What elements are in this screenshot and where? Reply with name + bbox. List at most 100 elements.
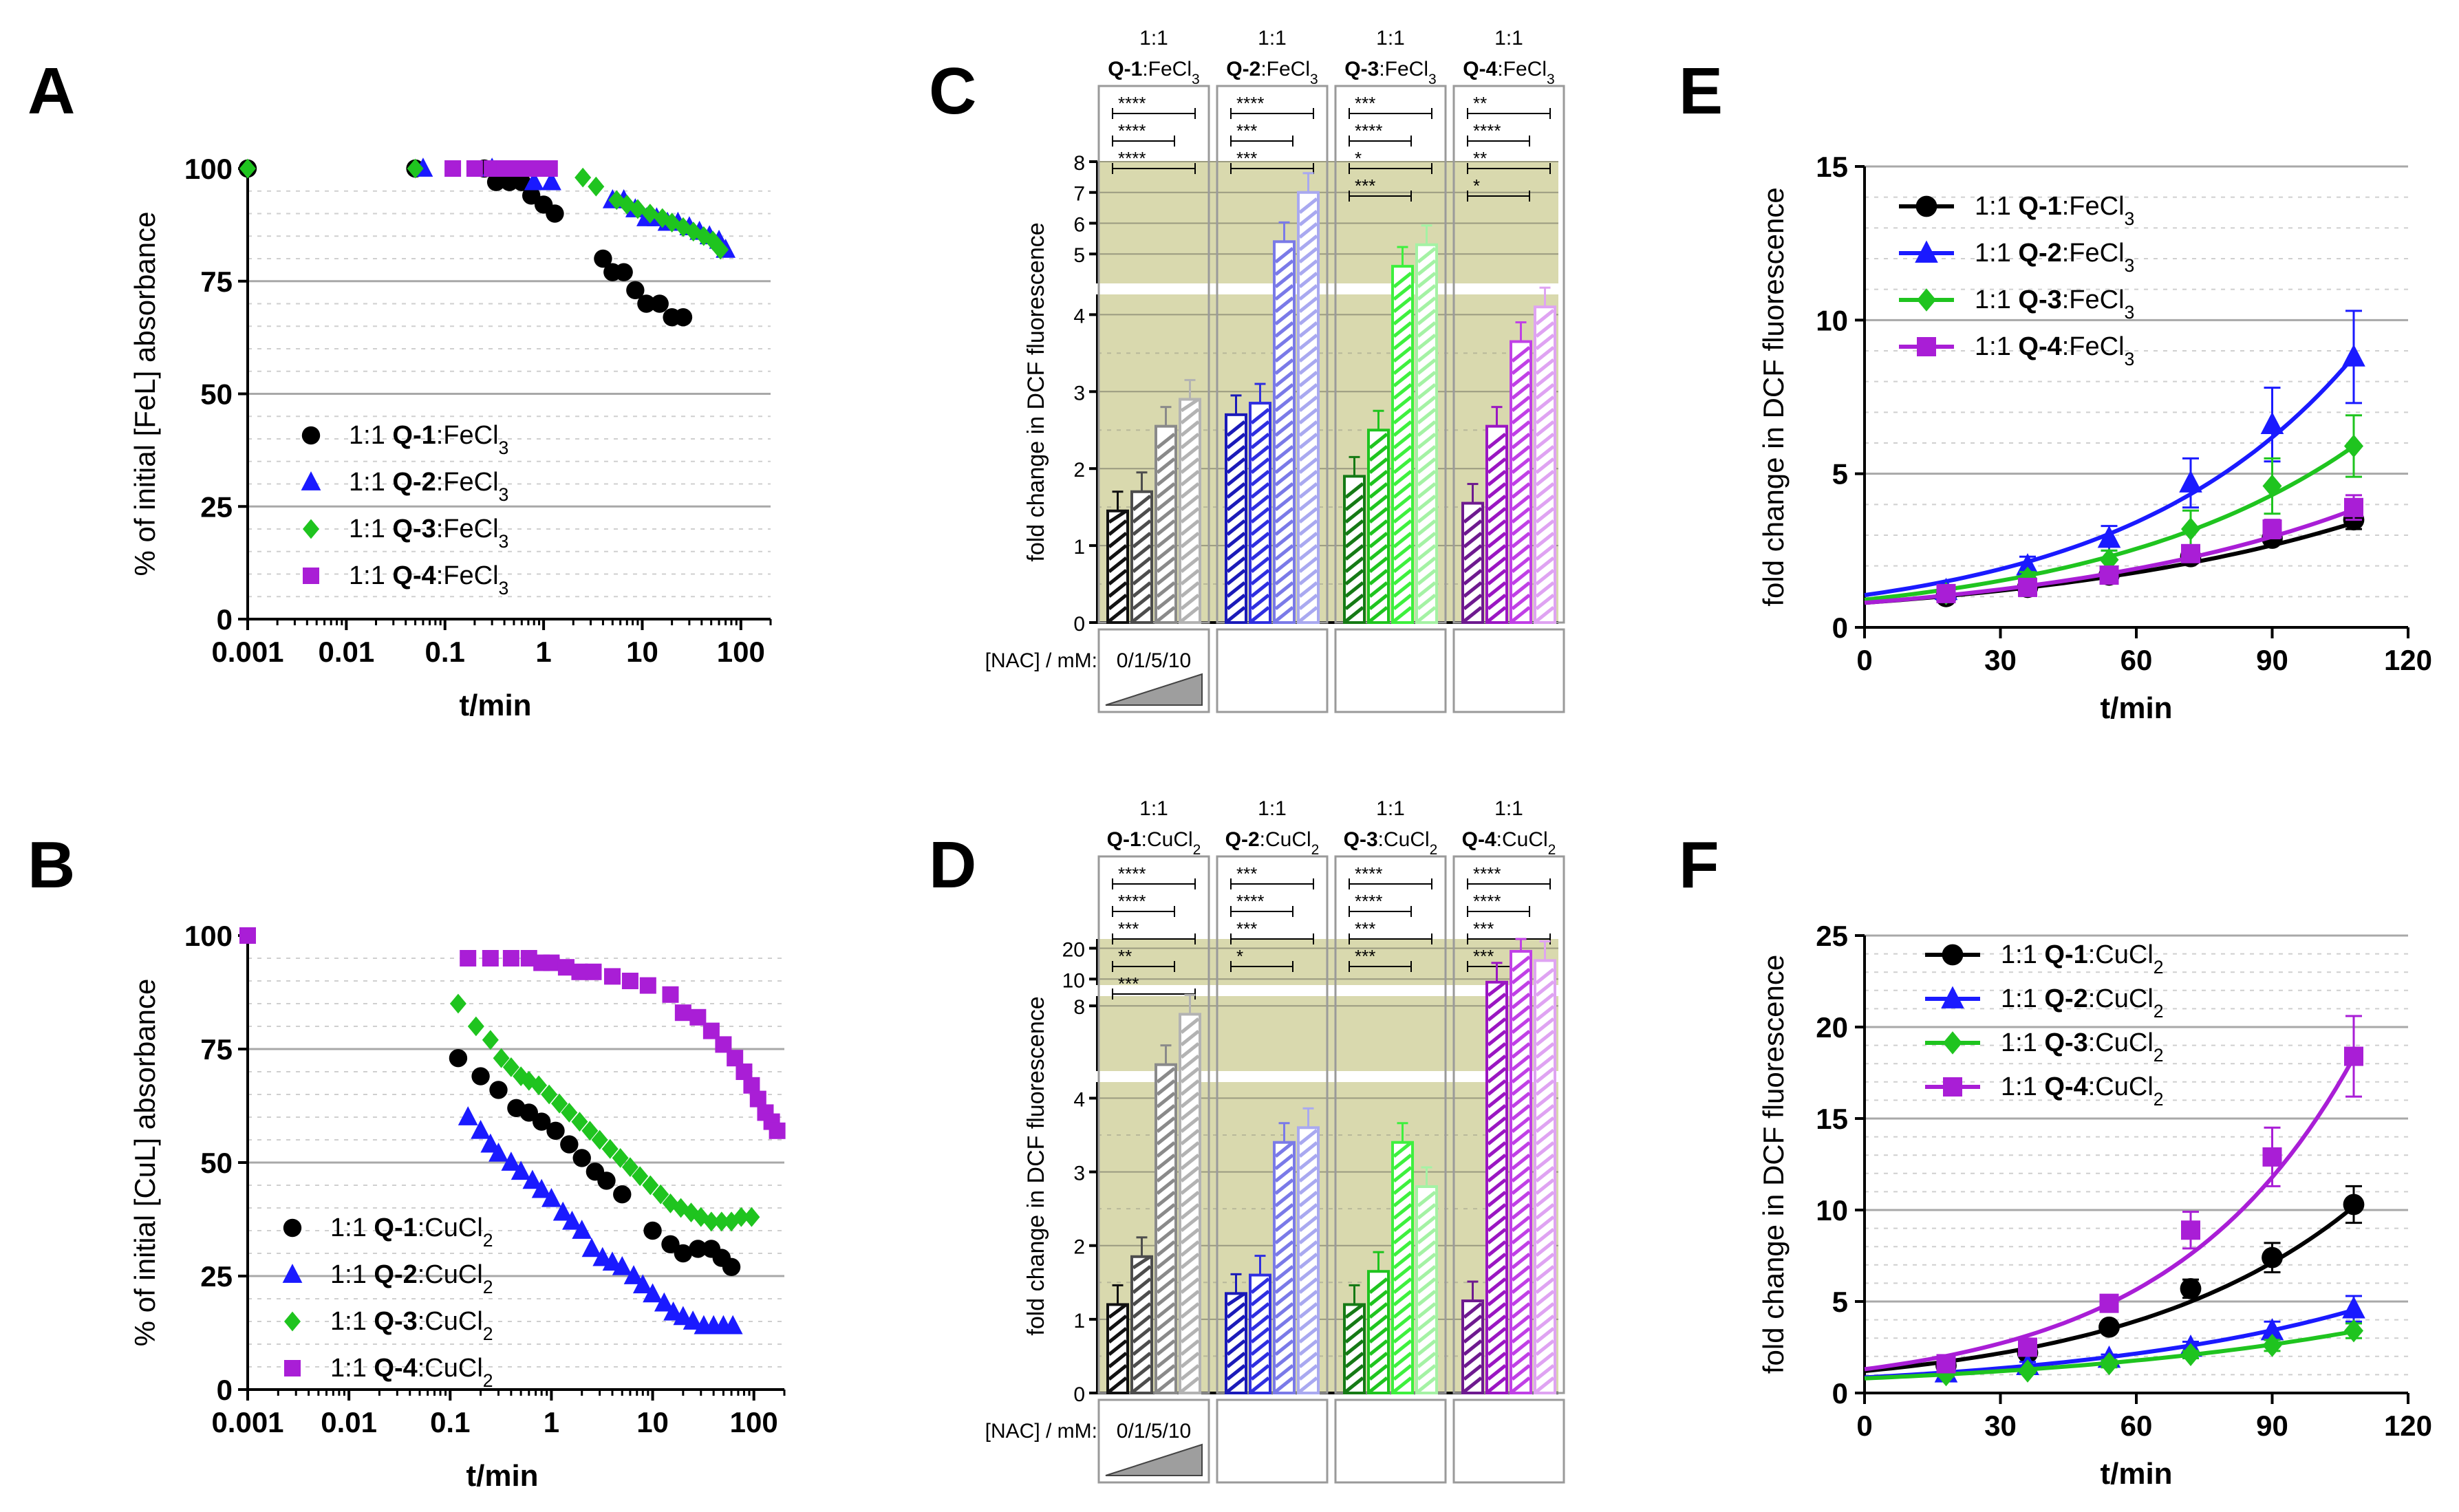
bar-hatch bbox=[1108, 1315, 1128, 1331]
legend-marker bbox=[301, 471, 321, 490]
bar-hatch bbox=[1274, 1290, 1294, 1306]
bar-hatch bbox=[1274, 1265, 1294, 1282]
bar-hatch bbox=[1511, 532, 1531, 548]
bar-hatch bbox=[1368, 1327, 1388, 1343]
bar-hatch bbox=[1132, 1315, 1152, 1331]
bar-hatch bbox=[1511, 1203, 1531, 1220]
legend-prefix: 1:1 bbox=[1975, 332, 2018, 361]
bar-hatch bbox=[1298, 594, 1318, 610]
bar-hatch bbox=[1463, 1315, 1483, 1331]
bar-hatch bbox=[1298, 321, 1318, 338]
bar-hatch bbox=[1344, 594, 1364, 610]
bar-hatch bbox=[1298, 408, 1318, 424]
bar-hatch bbox=[1368, 445, 1388, 462]
bar-hatch bbox=[1156, 470, 1176, 486]
bar-hatch bbox=[1368, 482, 1388, 499]
y-tick-label: 1 bbox=[1073, 536, 1085, 559]
legend-marker bbox=[1917, 337, 1936, 356]
bar-hatch bbox=[1417, 358, 1437, 375]
bar-hatch bbox=[1511, 1017, 1531, 1034]
bar-hatch bbox=[1156, 581, 1176, 598]
bar-hatch bbox=[1108, 1352, 1128, 1368]
significance-label: *** bbox=[1473, 918, 1494, 939]
bar-hatch bbox=[1535, 594, 1555, 610]
data-point bbox=[471, 1119, 491, 1139]
bar-hatch bbox=[1463, 544, 1483, 561]
bar-hatch bbox=[1393, 396, 1413, 412]
x-tick-label: 0 bbox=[1856, 1410, 1872, 1442]
y-tick-label: 75 bbox=[200, 266, 233, 298]
bar-hatch bbox=[1344, 482, 1364, 499]
bar-hatch bbox=[1156, 1240, 1176, 1257]
bar-hatch bbox=[1298, 296, 1318, 313]
bar-hatch bbox=[1298, 445, 1318, 462]
bar-hatch bbox=[1250, 507, 1270, 523]
bar-hatch bbox=[1344, 557, 1364, 573]
bar-hatch bbox=[1226, 519, 1246, 536]
nac-axis-label: [NAC] / mM: bbox=[985, 1420, 1097, 1443]
legend-prefix: 1:1 bbox=[349, 421, 392, 450]
bar-hatch bbox=[1535, 1376, 1555, 1393]
data-point bbox=[632, 1274, 653, 1294]
bar-hatch bbox=[1535, 495, 1555, 511]
data-point bbox=[632, 1166, 649, 1187]
y-tick-label: 0 bbox=[1073, 1383, 1085, 1406]
nac-gradient-wedge bbox=[1105, 673, 1203, 706]
bar-hatch bbox=[1180, 1327, 1200, 1343]
bar-hatch bbox=[1393, 1154, 1413, 1170]
bar-hatch bbox=[1298, 1240, 1318, 1257]
bar-hatch bbox=[1180, 1079, 1200, 1096]
legend-label: 1:1 Q-4:FeCl3 bbox=[1975, 332, 2134, 369]
bar-hatch bbox=[1535, 1290, 1555, 1306]
bar-hatch bbox=[1250, 470, 1270, 486]
bar-hatch bbox=[1180, 408, 1200, 424]
bar-hatch bbox=[1463, 557, 1483, 573]
bar-hatch bbox=[1511, 457, 1531, 474]
bar-hatch bbox=[1511, 1290, 1531, 1306]
bar-hatch bbox=[1487, 606, 1507, 623]
bar-hatch bbox=[1180, 398, 1200, 413]
y-axis-title: % of initial [CuL] absorbance bbox=[129, 979, 161, 1347]
bar-hatch bbox=[1108, 1376, 1128, 1393]
bar-hatch bbox=[1535, 309, 1555, 325]
bar-hatch bbox=[1250, 1290, 1270, 1306]
x-tick-label: 0.001 bbox=[211, 1406, 283, 1438]
bar-hatch bbox=[1298, 396, 1318, 412]
bar-hatch bbox=[1487, 433, 1507, 449]
y-tick-label: 5 bbox=[1832, 458, 1848, 490]
bar-hatch bbox=[1487, 980, 1507, 997]
bar-hatch bbox=[1274, 1216, 1294, 1232]
data-point bbox=[674, 1244, 693, 1263]
bar-hatch bbox=[1535, 1055, 1555, 1071]
data-point bbox=[546, 1121, 565, 1141]
data-point bbox=[683, 1310, 703, 1330]
bar-hatch bbox=[1511, 581, 1531, 598]
nac-frame bbox=[1097, 628, 1210, 713]
bar-hatch bbox=[1487, 1339, 1507, 1356]
bar-hatch bbox=[1132, 519, 1152, 536]
x-tick-label: 10 bbox=[636, 1406, 669, 1438]
bar-hatch bbox=[1274, 457, 1294, 474]
y-tick-label: 25 bbox=[1816, 920, 1848, 952]
bar-hatch bbox=[1298, 1352, 1318, 1368]
significance-label: * bbox=[1236, 946, 1243, 966]
y-axis-title: fold change in DCF fluorescence bbox=[1023, 222, 1049, 561]
bar-hatch bbox=[1511, 557, 1531, 573]
bar-hatch bbox=[1180, 1178, 1200, 1195]
data-point bbox=[2099, 565, 2119, 585]
bar-hatch bbox=[1393, 1141, 1413, 1158]
bar-hatch bbox=[1226, 1339, 1246, 1356]
bar-hatch bbox=[1535, 1191, 1555, 1207]
nac-axis-label: [NAC] / mM: bbox=[985, 649, 1097, 672]
bar-hatch bbox=[1417, 1253, 1437, 1269]
salt-name: :CuCl bbox=[1378, 828, 1430, 851]
bar-hatch bbox=[1393, 321, 1413, 338]
bar-hatch bbox=[1368, 1339, 1388, 1356]
bar-hatch bbox=[1274, 1327, 1294, 1343]
bar-hatch bbox=[1132, 1327, 1152, 1343]
legend-subscript: 3 bbox=[499, 578, 509, 598]
bar-hatch bbox=[1535, 1364, 1555, 1381]
data-point bbox=[661, 1235, 680, 1254]
legend-salt: :CuCl bbox=[2088, 1072, 2154, 1101]
bar-hatch bbox=[1535, 321, 1555, 338]
